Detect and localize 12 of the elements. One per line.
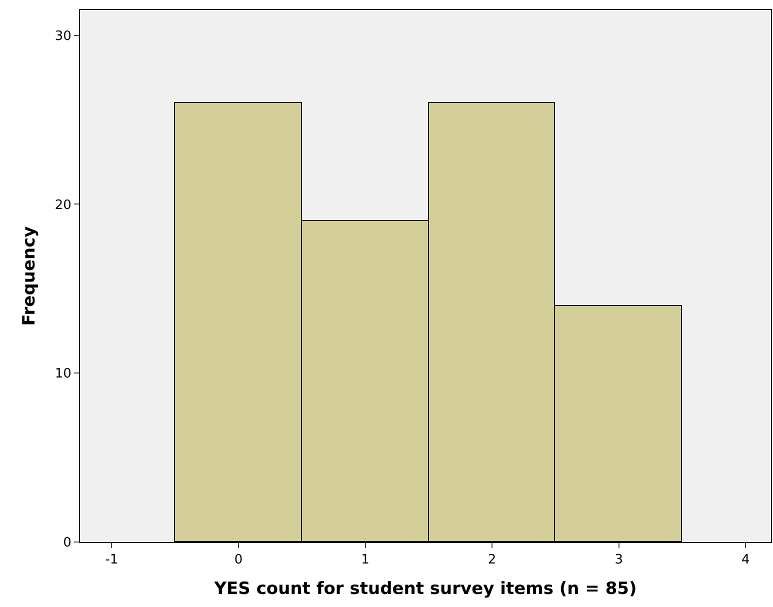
y-axis-title: Frequency [19,226,40,326]
x-tick-label: 1 [361,552,370,568]
y-tick-label: 30 [54,28,72,44]
x-tick-label: 2 [488,552,496,568]
x-tick-label: 0 [234,552,243,568]
y-tick-label: 0 [63,536,72,551]
y-tick-label: 20 [54,198,72,213]
y-tick-label: 10 [54,366,72,382]
x-axis-title: YES count for student survey items (n = 85) [213,579,637,599]
x-tick-label: -1 [105,552,118,568]
x-tick-label: 4 [742,552,750,568]
x-tick-label: 3 [614,552,623,568]
